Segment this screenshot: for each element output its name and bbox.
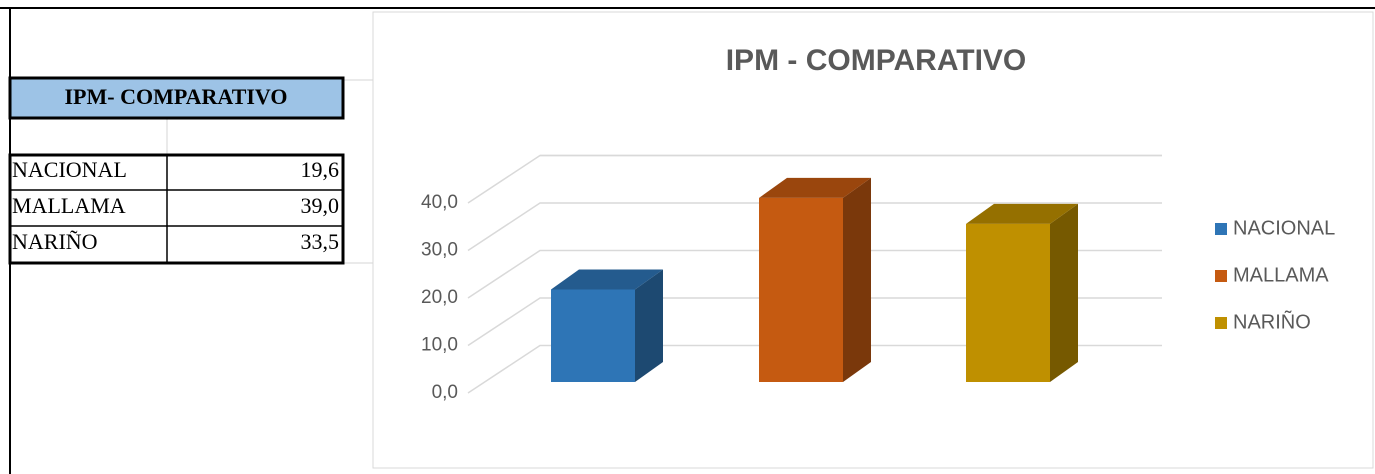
table-title-cell <box>8 76 345 120</box>
table-cell: NARIÑO <box>12 229 98 254</box>
chart-area <box>372 11 1374 469</box>
table-cell: 39,0 <box>301 193 340 218</box>
legend-label: NARIÑO <box>1233 309 1311 333</box>
table-title: IPM- COMPARATIVO <box>65 84 288 109</box>
bar-top <box>759 177 871 198</box>
bar <box>759 197 843 382</box>
legend-label: NACIONAL <box>1233 217 1335 239</box>
bar-side <box>843 177 871 382</box>
y-tick-label: 0,0 <box>432 382 458 403</box>
table-frame <box>8 153 345 265</box>
bar-side <box>1050 203 1078 382</box>
legend-swatch <box>1215 223 1227 235</box>
bar <box>966 223 1050 382</box>
legend-swatch <box>1215 270 1227 282</box>
table-cell: 19,6 <box>301 157 340 182</box>
grid-line <box>467 202 1162 252</box>
grid-line <box>467 249 1162 299</box>
bar-side <box>635 269 663 382</box>
chart-title: IPM - COMPARATIVO <box>726 44 1027 77</box>
grid-line <box>467 297 1162 347</box>
y-tick-label: 40,0 <box>421 192 458 213</box>
grid-line <box>467 344 1162 394</box>
legend-swatch <box>1215 317 1227 329</box>
bar <box>551 289 635 382</box>
bar-top <box>551 269 663 290</box>
y-tick-label: 30,0 <box>421 240 458 261</box>
table-cell: MALLAMA <box>12 193 126 218</box>
legend-label: MALLAMA <box>1233 264 1329 286</box>
table-cell: NACIONAL <box>12 157 127 182</box>
grid-line <box>467 154 1162 204</box>
table-cell: 33,5 <box>301 229 340 254</box>
y-tick-label: 20,0 <box>421 287 458 308</box>
bar-top <box>966 203 1078 224</box>
y-tick-label: 10,0 <box>421 335 458 356</box>
